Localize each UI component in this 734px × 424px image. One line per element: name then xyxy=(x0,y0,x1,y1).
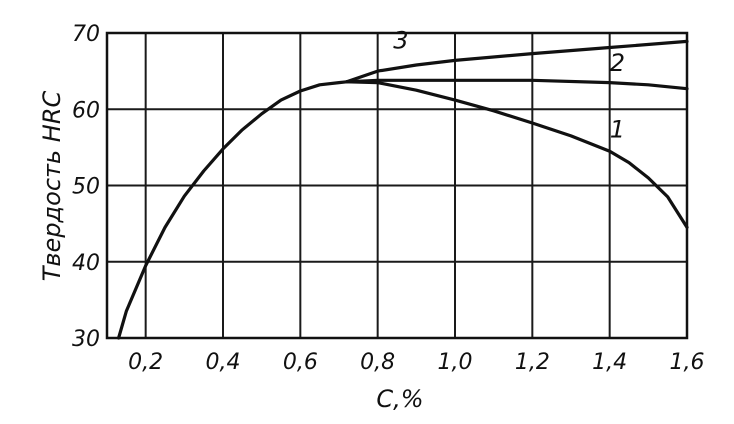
curve-2 xyxy=(345,78,689,91)
y-tick-label: 70 xyxy=(72,22,100,47)
x-axis-label: С,% xyxy=(376,385,423,413)
x-tick-label: 0,4 xyxy=(206,350,241,375)
x-tick-label: 1,2 xyxy=(515,350,550,375)
x-tick-label: 0,6 xyxy=(283,350,318,375)
curve-common xyxy=(116,80,349,340)
y-tick-labels: 30 40 50 60 70 xyxy=(72,22,100,352)
y-axis-label: Твердость HRC xyxy=(38,91,66,282)
x-tick-label: 0,2 xyxy=(128,350,163,375)
x-tick-label: 1,6 xyxy=(670,350,705,375)
plot-frame xyxy=(105,31,689,340)
y-tick-label: 60 xyxy=(72,98,100,123)
x-tick-label: 0,8 xyxy=(360,350,395,375)
x-tick-label: 1,0 xyxy=(438,350,473,375)
y-tick-label: 30 xyxy=(72,327,100,352)
curve-1 xyxy=(345,80,689,229)
curve-labels: 1 2 3 xyxy=(393,26,625,143)
x-tick-label: 1,4 xyxy=(592,350,627,375)
curve-label-1: 1 xyxy=(610,115,625,143)
x-tick-labels: 0,2 0,4 0,6 0,8 1,0 1,2 1,4 1,6 xyxy=(128,350,704,375)
curve-label-2: 2 xyxy=(610,49,625,77)
plot-border xyxy=(105,31,689,340)
y-tick-label: 50 xyxy=(72,175,100,200)
curves xyxy=(116,39,689,340)
y-tick-label: 40 xyxy=(72,251,100,276)
curve-3 xyxy=(345,39,689,84)
curve-label-3: 3 xyxy=(393,26,408,54)
